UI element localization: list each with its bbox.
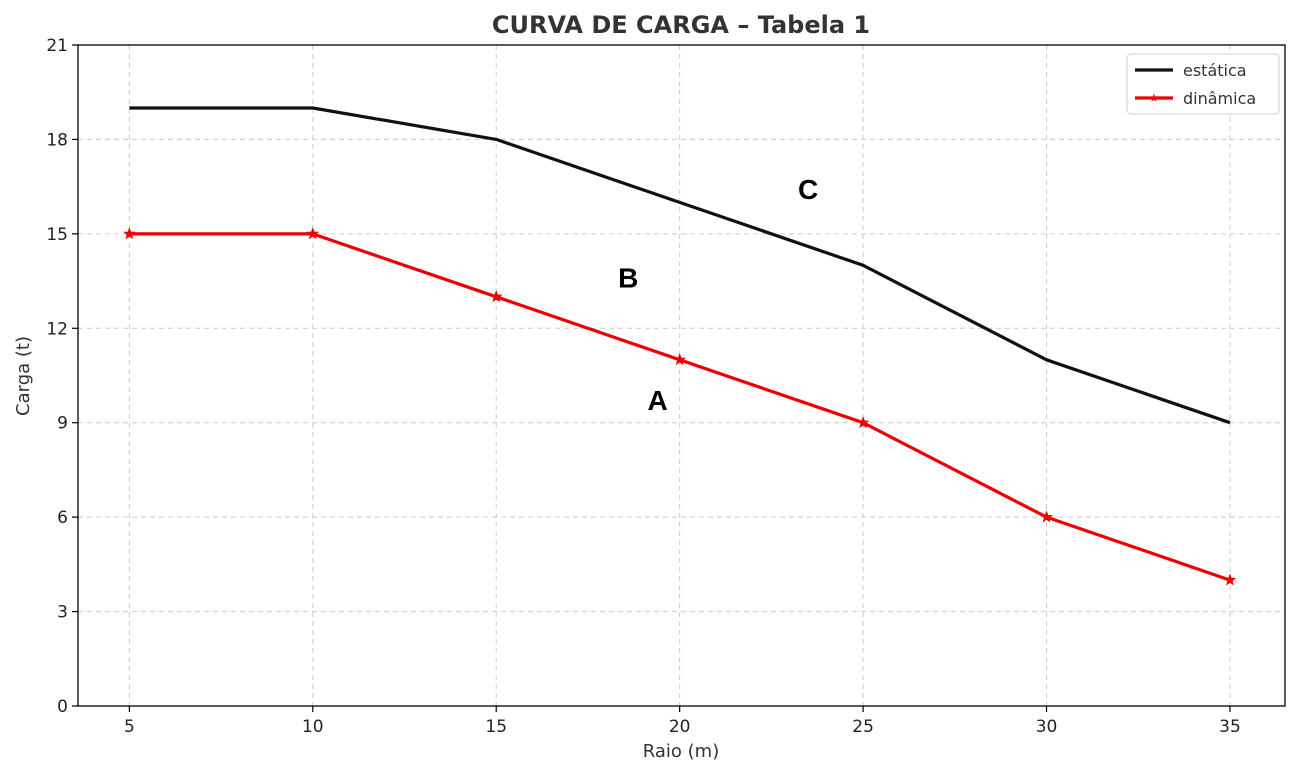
data-point <box>1223 573 1237 586</box>
x-tick-label: 30 <box>1036 717 1058 737</box>
x-tick-label: 35 <box>1219 717 1241 737</box>
y-tick-label: 15 <box>46 225 68 245</box>
annotation-c: C <box>798 174 818 205</box>
series-layer <box>123 106 1237 586</box>
legend-label: estática <box>1183 61 1247 80</box>
plot-frame <box>77 44 1286 707</box>
data-point <box>123 227 136 240</box>
legend-marker <box>1149 93 1159 102</box>
x-axis-label: Raio (m) <box>643 741 719 762</box>
x-tick-label: 25 <box>852 717 874 737</box>
annotation-a: A <box>648 385 668 416</box>
series-line-estatica <box>129 106 1231 425</box>
axes: 5 10 15 20 25 30 35 0 3 6 9 12 15 18 21 <box>46 36 1286 737</box>
y-axis-label: Carga (t) <box>13 336 34 416</box>
grid <box>78 44 1285 707</box>
data-point <box>856 416 870 429</box>
y-tick-label: 12 <box>46 319 68 339</box>
y-tick-label: 0 <box>57 697 68 717</box>
data-point <box>306 227 320 240</box>
chart-title: CURVA DE CARGA – Tabela 1 <box>492 11 870 39</box>
annotation-b: B <box>618 262 638 293</box>
y-tick-label: 18 <box>46 130 68 150</box>
y-tick-label: 21 <box>46 36 68 56</box>
x-tick-label: 5 <box>124 717 135 737</box>
x-tick-label: 15 <box>485 717 507 737</box>
legend: estática dinâmica <box>1126 53 1280 115</box>
legend-label: dinâmica <box>1183 89 1256 108</box>
data-point <box>673 353 686 366</box>
annotations: C B A <box>618 174 818 416</box>
x-tick-label: 20 <box>669 717 691 737</box>
data-point <box>489 290 503 303</box>
x-tick-label: 10 <box>302 717 324 737</box>
y-tick-label: 9 <box>57 414 68 434</box>
data-point <box>1040 510 1053 523</box>
y-tick-label: 3 <box>57 603 68 623</box>
y-tick-label: 6 <box>57 508 68 528</box>
